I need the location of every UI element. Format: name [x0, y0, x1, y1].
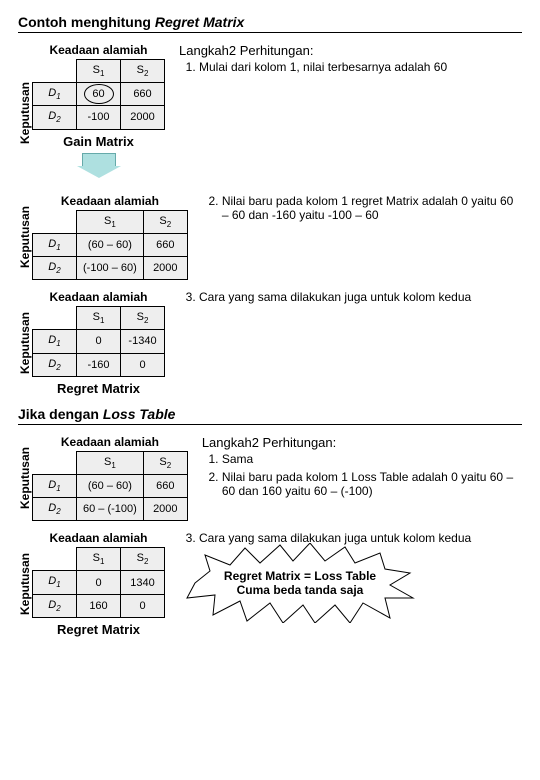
gain-matrix-title: Gain Matrix [63, 134, 134, 149]
loss-table: S1 S2 D1 0 1340 D2 160 0 [32, 547, 165, 618]
table-header-keadaan-3: Keadaan alamiah [49, 290, 147, 304]
steps2-title: Langkah2 Perhitungan: [202, 435, 522, 450]
block-loss-calc: Keputusan Keadaan alamiah S1 S2 D1 (60 –… [18, 435, 522, 522]
gain-r1c1: 60 [77, 83, 121, 106]
side-label-keputusan-2: Keputusan [18, 202, 32, 272]
steps2-list: Sama Nilai baru pada kolom 1 Loss Table … [202, 452, 522, 498]
side-label-keputusan-3: Keputusan [18, 308, 32, 378]
losscalc-r1c2: 660 [143, 474, 187, 497]
losscalc-r1c1: (60 – 60) [77, 474, 144, 497]
arrow-down-icon [79, 153, 119, 178]
regret-matrix-table: S1 S2 D1 0 -1340 D2 -160 0 [32, 306, 165, 377]
page-title: Contoh menghitung Regret Matrix [18, 14, 522, 30]
title-text-b: Regret Matrix [155, 14, 244, 30]
loss-r1c1: 0 [77, 571, 121, 594]
table-header-keadaan-2: Keadaan alamiah [61, 194, 159, 208]
loss-r2c2: 0 [121, 594, 165, 617]
col-s2-5: S2 [121, 548, 165, 571]
row-d1-3: D1 [33, 330, 77, 353]
loss-calc-table: S1 S2 D1 (60 – 60) 660 D2 60 – (-100) 20… [32, 451, 188, 522]
loss-r1c2: 1340 [121, 571, 165, 594]
side-label-keputusan: Keputusan [18, 78, 32, 148]
gain-r1c2: 660 [121, 83, 165, 106]
col-s1-3: S1 [77, 307, 121, 330]
subtitle-loss: Jika dengan Loss Table [18, 406, 522, 422]
row-d1: D1 [33, 83, 77, 106]
col-s2: S2 [121, 60, 165, 83]
col-s2-2: S2 [143, 210, 187, 233]
gain-r2c1: -100 [77, 106, 121, 129]
steps1-title: Langkah2 Perhitungan: [179, 43, 522, 58]
row-d1-2: D1 [33, 233, 77, 256]
row-d2: D2 [33, 106, 77, 129]
losscalc-r2c1: 60 – (-100) [77, 498, 144, 521]
title-text-a: Contoh menghitung [18, 14, 155, 30]
row-d1-5: D1 [33, 571, 77, 594]
subtitle-b: Loss Table [103, 406, 176, 422]
side-label-keputusan-5: Keputusan [18, 549, 32, 619]
burst-line2: Cuma beda tanda saja [224, 583, 376, 597]
burst-line1: Regret Matrix = Loss Table [224, 569, 376, 583]
starburst-callout: Regret Matrix = Loss Table Cuma beda tan… [185, 543, 415, 623]
losscalc-r2c2: 2000 [143, 498, 187, 521]
table-header-keadaan-4: Keadaan alamiah [61, 435, 159, 449]
subtitle-rule [18, 424, 522, 425]
regret-r1c1: 0 [77, 330, 121, 353]
calc-matrix-table: S1 S2 D1 (60 – 60) 660 D2 (-100 – 60) 20… [32, 210, 188, 281]
block-loss: Keputusan Keadaan alamiah S1 S2 D1 0 134… [18, 531, 522, 637]
steps1-item-3: Cara yang sama dilakukan juga untuk kolo… [199, 290, 522, 304]
side-label-keputusan-4: Keputusan [18, 443, 32, 513]
row-d2-4: D2 [33, 498, 77, 521]
title-rule [18, 32, 522, 33]
regret-matrix-title: Regret Matrix [57, 381, 140, 396]
col-s1-5: S1 [77, 548, 121, 571]
col-s1: S1 [77, 60, 121, 83]
steps1-list-2: Nilai baru pada kolom 1 regret Matrix ad… [202, 194, 522, 222]
subtitle-a: Jika dengan [18, 406, 103, 422]
steps1-list-3: Cara yang sama dilakukan juga untuk kolo… [179, 290, 522, 304]
gain-matrix-table: S1 S2 D1 60 660 D2 -100 2000 [32, 59, 165, 130]
steps1-item-2: Nilai baru pada kolom 1 regret Matrix ad… [222, 194, 522, 222]
row-d2-5: D2 [33, 594, 77, 617]
calc-r1c2: 660 [143, 233, 187, 256]
steps2-item-2: Nilai baru pada kolom 1 Loss Table adala… [222, 470, 522, 498]
regret-matrix-title-2: Regret Matrix [57, 622, 140, 637]
block-gain: Keputusan Keadaan alamiah S1 S2 D1 60 66… [18, 43, 522, 184]
col-s1-4: S1 [77, 451, 144, 474]
table-header-keadaan: Keadaan alamiah [49, 43, 147, 57]
col-s1-2: S1 [77, 210, 144, 233]
calc-r2c2: 2000 [143, 256, 187, 279]
regret-r1c2: -1340 [121, 330, 165, 353]
row-d1-4: D1 [33, 474, 77, 497]
col-s2-4: S2 [143, 451, 187, 474]
regret-r2c2: 0 [121, 353, 165, 376]
steps1-list: Mulai dari kolom 1, nilai terbesarnya ad… [179, 60, 522, 74]
regret-r2c1: -160 [77, 353, 121, 376]
row-d2-2: D2 [33, 256, 77, 279]
calc-r2c1: (-100 – 60) [77, 256, 144, 279]
loss-r2c1: 160 [77, 594, 121, 617]
table-header-keadaan-5: Keadaan alamiah [49, 531, 147, 545]
block-regret: Keputusan Keadaan alamiah S1 S2 D1 0 -13… [18, 290, 522, 396]
col-s2-3: S2 [121, 307, 165, 330]
steps1-item-1: Mulai dari kolom 1, nilai terbesarnya ad… [199, 60, 522, 74]
calc-r1c1: (60 – 60) [77, 233, 144, 256]
steps2-item-1: Sama [222, 452, 522, 466]
gain-r2c2: 2000 [121, 106, 165, 129]
row-d2-3: D2 [33, 353, 77, 376]
block-calc: Keputusan Keadaan alamiah S1 S2 D1 (60 –… [18, 194, 522, 281]
